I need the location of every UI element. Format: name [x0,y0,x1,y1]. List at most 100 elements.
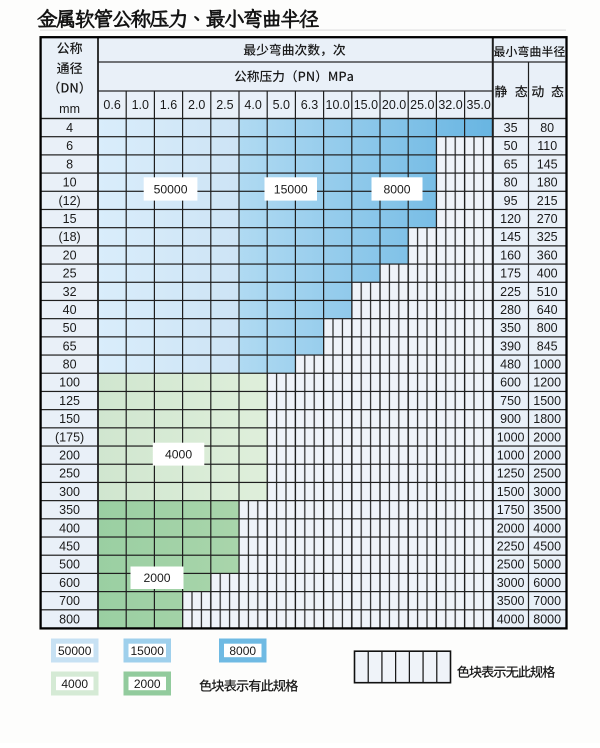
svg-text:4500: 4500 [533,540,561,554]
svg-text:150: 150 [59,412,80,426]
svg-text:2000: 2000 [143,571,170,585]
svg-text:800: 800 [59,612,80,626]
svg-text:350: 350 [500,321,521,335]
svg-text:3500: 3500 [533,503,561,517]
svg-text:4.0: 4.0 [244,98,261,112]
svg-text:1200: 1200 [533,376,561,390]
svg-text:35: 35 [504,121,518,135]
svg-text:700: 700 [59,594,80,608]
svg-text:2500: 2500 [533,467,561,481]
svg-text:8000: 8000 [383,182,410,196]
svg-text:2000: 2000 [497,521,525,535]
svg-text:270: 270 [537,212,558,226]
svg-text:250: 250 [59,467,80,481]
svg-text:4000: 4000 [61,677,88,691]
svg-text:510: 510 [537,285,558,299]
svg-text:300: 300 [59,485,80,499]
svg-text:750: 750 [500,394,521,408]
svg-text:390: 390 [500,339,521,353]
svg-text:50: 50 [63,321,77,335]
svg-text:1500: 1500 [497,485,525,499]
svg-text:600: 600 [500,376,521,390]
svg-text:25: 25 [63,267,77,281]
svg-text:160: 160 [500,248,521,262]
svg-text:1500: 1500 [533,394,561,408]
svg-text:80: 80 [504,176,518,190]
svg-text:15000: 15000 [274,182,308,196]
svg-text:6000: 6000 [533,576,561,590]
svg-text:80: 80 [63,358,77,372]
svg-text:32.0: 32.0 [438,98,462,112]
svg-text:2000: 2000 [533,449,561,463]
svg-text:20: 20 [63,248,77,262]
svg-text:6: 6 [66,139,73,153]
svg-text:(175): (175) [55,430,84,444]
svg-text:40: 40 [63,303,77,317]
svg-text:95: 95 [504,194,518,208]
svg-text:3500: 3500 [497,594,525,608]
svg-text:50000: 50000 [58,644,92,658]
svg-text:20.0: 20.0 [382,98,406,112]
svg-text:325: 325 [537,230,558,244]
svg-text:145: 145 [537,157,558,171]
svg-text:25.0: 25.0 [410,98,434,112]
svg-text:125: 125 [59,394,80,408]
svg-text:65: 65 [504,157,518,171]
svg-text:1.6: 1.6 [160,98,177,112]
svg-text:0.6: 0.6 [103,98,120,112]
svg-text:1800: 1800 [533,412,561,426]
svg-text:225: 225 [500,285,521,299]
svg-text:1000: 1000 [533,358,561,372]
svg-text:15.0: 15.0 [354,98,378,112]
svg-text:32: 32 [63,285,77,299]
svg-text:500: 500 [59,558,80,572]
svg-text:mm: mm [59,102,80,116]
svg-text:1000: 1000 [497,430,525,444]
svg-text:8000: 8000 [533,612,561,626]
svg-text:480: 480 [500,358,521,372]
svg-text:6.3: 6.3 [301,98,318,112]
svg-text:2000: 2000 [134,677,161,691]
svg-text:600: 600 [59,576,80,590]
svg-text:65: 65 [63,339,77,353]
svg-text:400: 400 [537,267,558,281]
svg-text:1250: 1250 [497,467,525,481]
svg-text:350: 350 [59,503,80,517]
svg-text:1750: 1750 [497,503,525,517]
svg-text:100: 100 [59,376,80,390]
svg-text:80: 80 [540,121,554,135]
svg-text:1.0: 1.0 [132,98,149,112]
svg-text:360: 360 [537,248,558,262]
svg-text:4000: 4000 [497,612,525,626]
svg-text:8000: 8000 [229,644,256,658]
svg-text:640: 640 [537,303,558,317]
svg-text:2.0: 2.0 [188,98,205,112]
svg-text:4000: 4000 [533,521,561,535]
svg-text:3000: 3000 [533,485,561,499]
svg-text:280: 280 [500,303,521,317]
svg-text:5000: 5000 [533,558,561,572]
svg-text:180: 180 [537,176,558,190]
svg-text:15000: 15000 [131,644,165,658]
svg-text:4: 4 [66,121,73,135]
svg-text:50000: 50000 [154,182,188,196]
svg-text:900: 900 [500,412,521,426]
svg-text:2250: 2250 [497,540,525,554]
svg-text:110: 110 [537,139,557,153]
svg-text:5.0: 5.0 [273,98,290,112]
svg-text:4000: 4000 [165,447,192,461]
svg-text:800: 800 [537,321,558,335]
svg-text:400: 400 [59,521,80,535]
svg-text:1000: 1000 [497,449,525,463]
svg-text:120: 120 [500,212,521,226]
svg-text:8: 8 [66,157,73,171]
svg-text:175: 175 [500,267,521,281]
svg-text:10: 10 [63,176,77,190]
svg-text:215: 215 [537,194,558,208]
svg-text:450: 450 [59,540,80,554]
svg-text:845: 845 [537,339,558,353]
svg-text:3000: 3000 [497,576,525,590]
svg-text:35.0: 35.0 [467,98,491,112]
svg-text:2.5: 2.5 [216,98,233,112]
svg-text:145: 145 [500,230,521,244]
